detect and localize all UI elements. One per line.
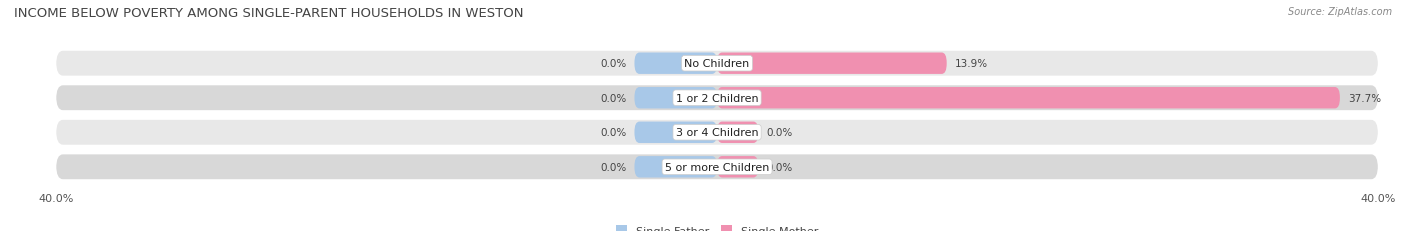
Text: No Children: No Children	[685, 59, 749, 69]
Legend: Single Father, Single Mother: Single Father, Single Mother	[616, 225, 818, 231]
FancyBboxPatch shape	[56, 52, 1378, 76]
Text: 5 or more Children: 5 or more Children	[665, 162, 769, 172]
FancyBboxPatch shape	[717, 156, 758, 178]
FancyBboxPatch shape	[56, 155, 1378, 179]
Text: Source: ZipAtlas.com: Source: ZipAtlas.com	[1288, 7, 1392, 17]
Text: 0.0%: 0.0%	[600, 162, 626, 172]
FancyBboxPatch shape	[634, 88, 717, 109]
Text: 13.9%: 13.9%	[955, 59, 988, 69]
FancyBboxPatch shape	[634, 122, 717, 143]
FancyBboxPatch shape	[717, 88, 1340, 109]
FancyBboxPatch shape	[634, 156, 717, 178]
FancyBboxPatch shape	[56, 86, 1378, 111]
Text: 0.0%: 0.0%	[766, 128, 793, 138]
FancyBboxPatch shape	[56, 120, 1378, 145]
FancyBboxPatch shape	[634, 53, 717, 75]
FancyBboxPatch shape	[717, 122, 758, 143]
Text: 3 or 4 Children: 3 or 4 Children	[676, 128, 758, 138]
Text: 0.0%: 0.0%	[766, 162, 793, 172]
Text: 37.7%: 37.7%	[1348, 93, 1381, 103]
Text: INCOME BELOW POVERTY AMONG SINGLE-PARENT HOUSEHOLDS IN WESTON: INCOME BELOW POVERTY AMONG SINGLE-PARENT…	[14, 7, 523, 20]
Text: 0.0%: 0.0%	[600, 128, 626, 138]
Text: 1 or 2 Children: 1 or 2 Children	[676, 93, 758, 103]
FancyBboxPatch shape	[717, 53, 946, 75]
Text: 0.0%: 0.0%	[600, 59, 626, 69]
Text: 0.0%: 0.0%	[600, 93, 626, 103]
